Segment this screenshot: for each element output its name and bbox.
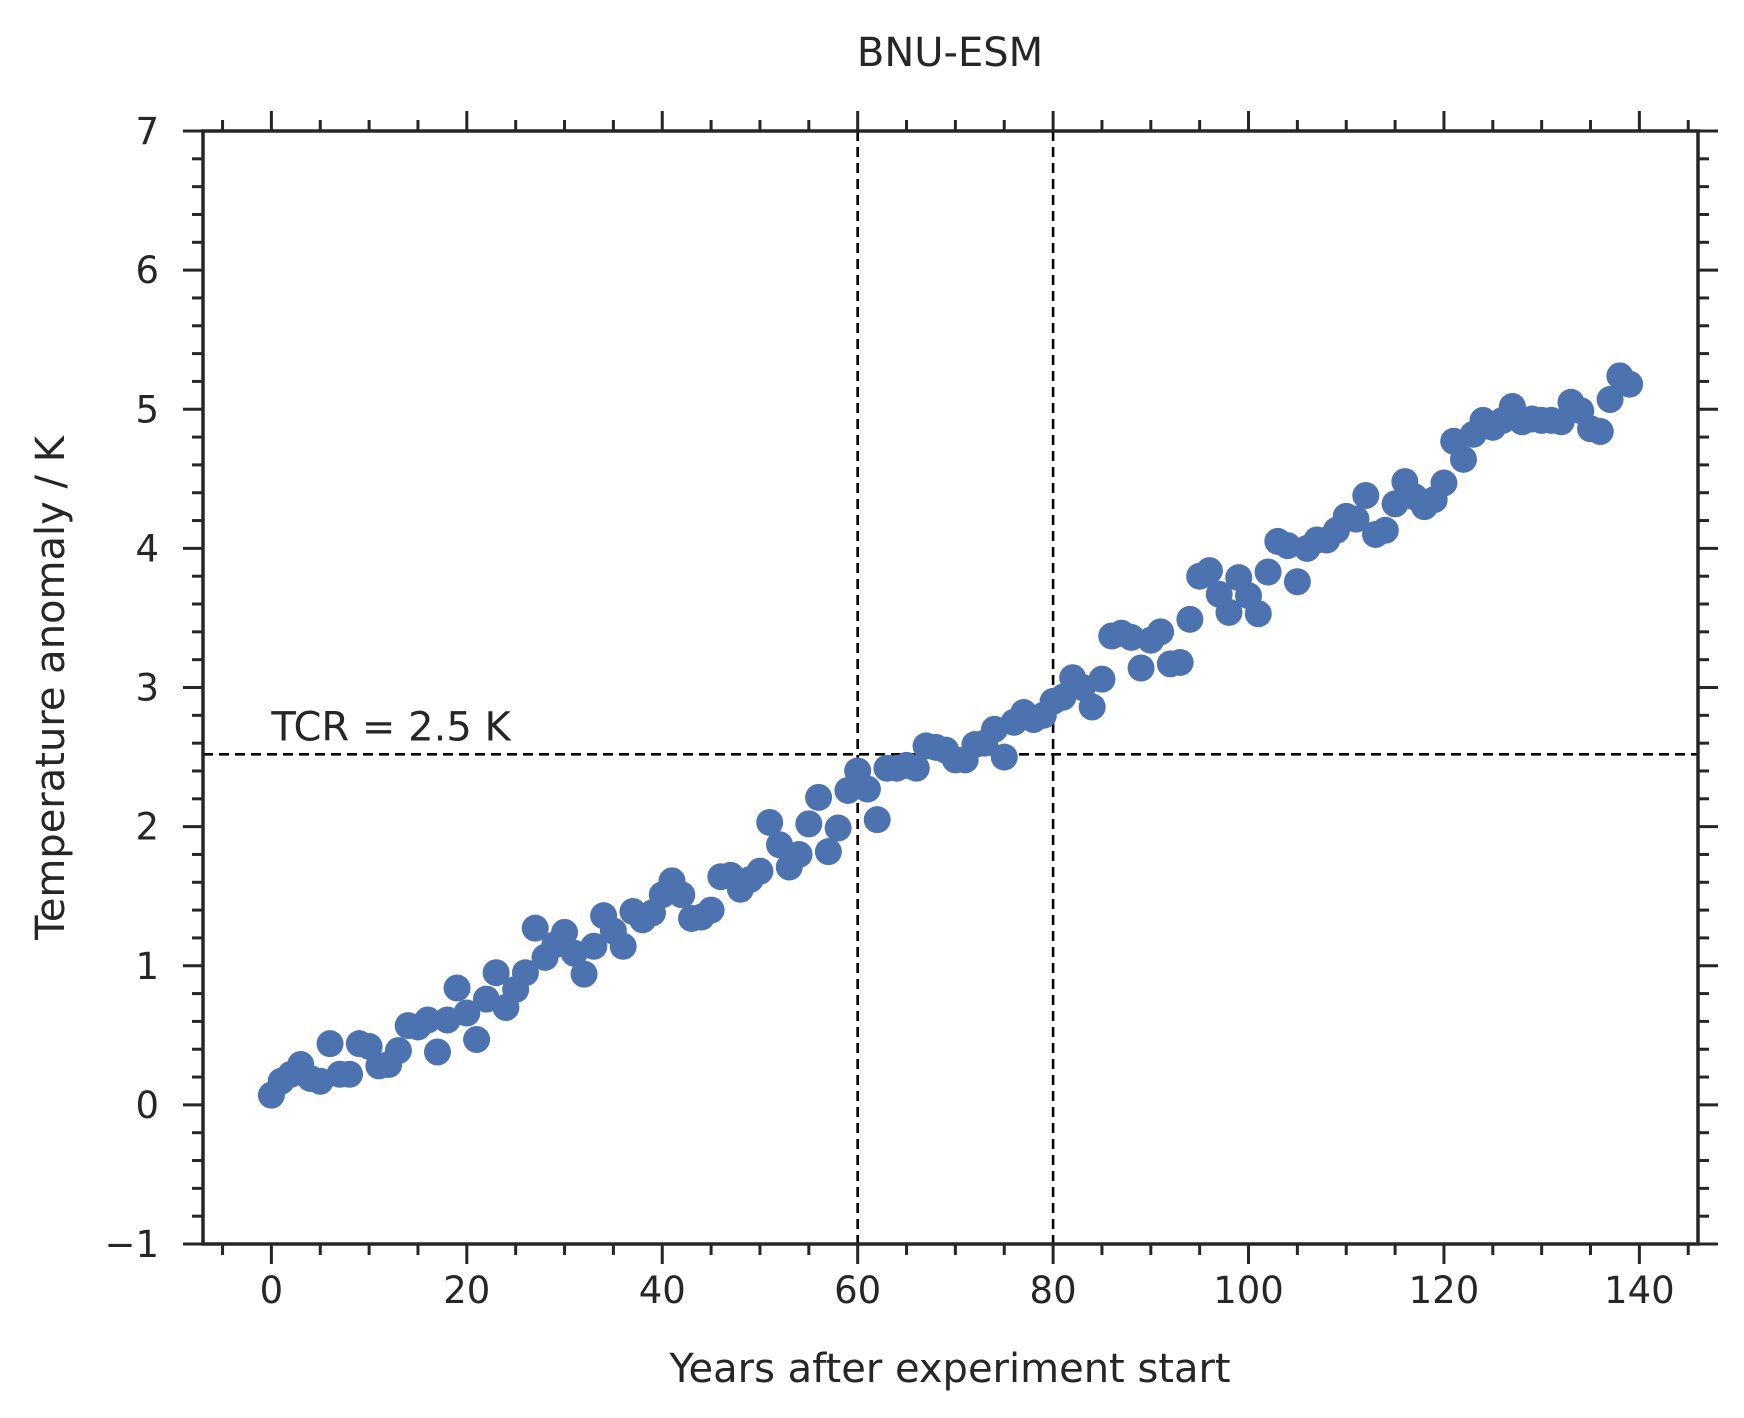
data-point	[463, 1025, 491, 1053]
data-point	[570, 960, 598, 988]
reference-lines	[203, 131, 1698, 1244]
data-point	[1596, 386, 1624, 414]
data-point	[990, 743, 1018, 771]
data-point	[551, 918, 579, 946]
data-point	[1371, 516, 1399, 544]
data-point	[697, 896, 725, 924]
data-point	[1342, 505, 1370, 533]
data-point	[1147, 618, 1175, 646]
x-tick-label: 40	[639, 1269, 686, 1312]
axis-ticks	[183, 111, 1718, 1264]
y-tick-label: 3	[135, 667, 159, 710]
data-point	[1449, 445, 1477, 473]
x-axis-label: Years after experiment start	[668, 1346, 1230, 1392]
data-point	[746, 857, 774, 885]
data-point	[1616, 370, 1644, 398]
data-point	[580, 932, 608, 960]
y-tick-label: 0	[135, 1084, 159, 1127]
data-point	[1586, 418, 1614, 446]
data-point	[1078, 693, 1106, 721]
y-tick-label: 5	[135, 388, 159, 431]
data-point	[756, 808, 784, 836]
y-tick-label: 6	[135, 249, 159, 292]
x-tick-label: 80	[1030, 1269, 1077, 1312]
data-point	[384, 1037, 412, 1065]
x-tick-label: 0	[260, 1269, 284, 1312]
data-point	[1430, 469, 1458, 497]
data-point	[1352, 482, 1380, 510]
data-point	[1283, 568, 1311, 596]
data-point	[1215, 598, 1243, 626]
y-tick-label: 1	[135, 945, 159, 988]
x-tick-label: 120	[1409, 1269, 1480, 1312]
data-point	[609, 932, 637, 960]
y-tick-label: 4	[135, 527, 159, 570]
chart-title: BNU-ESM	[857, 30, 1043, 76]
y-axis-label: Temperature anomaly / K	[28, 434, 74, 941]
y-tick-label: −1	[104, 1223, 159, 1266]
data-point	[814, 838, 842, 866]
data-point	[521, 914, 549, 942]
data-point	[1254, 558, 1282, 586]
data-points	[257, 362, 1644, 1109]
data-point	[824, 814, 852, 842]
data-point	[1166, 648, 1194, 676]
x-tick-label: 20	[443, 1269, 490, 1312]
data-point	[1127, 654, 1155, 682]
data-point	[1244, 600, 1272, 628]
data-point	[805, 783, 833, 811]
data-point	[1088, 665, 1116, 693]
plot-frame	[201, 129, 1700, 1246]
tick-labels: 0 20 40 60 80 100 120 140 −1 0 1 2 3 4 5 6 7	[104, 110, 1674, 1312]
data-point	[853, 775, 881, 803]
x-tick-label: 140	[1604, 1269, 1675, 1312]
x-tick-label: 100	[1213, 1269, 1284, 1312]
data-point	[424, 1038, 452, 1066]
data-point	[902, 754, 930, 782]
data-point	[453, 999, 481, 1027]
data-point	[316, 1030, 344, 1058]
y-tick-label: 7	[135, 110, 159, 153]
data-point	[795, 810, 823, 838]
data-point	[1195, 557, 1223, 585]
data-point	[668, 881, 696, 909]
data-point	[443, 974, 471, 1002]
data-point	[482, 959, 510, 987]
data-point	[414, 1006, 442, 1034]
data-point	[863, 806, 891, 834]
y-tick-label: 2	[135, 806, 159, 849]
data-point	[511, 959, 539, 987]
data-point	[1176, 605, 1204, 633]
x-tick-label: 60	[834, 1269, 881, 1312]
tcr-annotation: TCR = 2.5 K	[270, 704, 512, 750]
data-point	[785, 840, 813, 868]
data-point	[336, 1060, 364, 1088]
